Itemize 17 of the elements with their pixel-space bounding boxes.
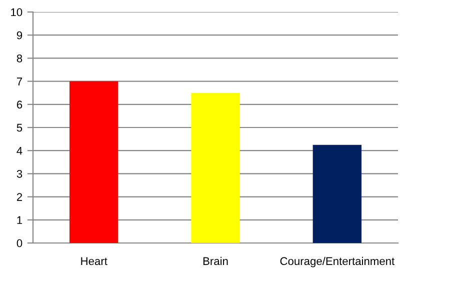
- y-tick-label: 6: [16, 100, 22, 109]
- y-tick-label: 2: [16, 193, 22, 201]
- x-tick-label: Courage/Entertainment: [280, 256, 395, 268]
- y-tick-label: 0: [16, 239, 22, 248]
- y-tick-label: 1: [17, 216, 22, 224]
- bar: [70, 81, 118, 243]
- y-tick-label: 5: [16, 124, 22, 132]
- y-tick-label: 9: [16, 31, 22, 40]
- x-tick-label: Brain: [203, 256, 228, 266]
- y-tick-label: 4: [16, 146, 22, 155]
- bar: [312, 144, 362, 243]
- y-tick-label: 7: [16, 78, 22, 86]
- bar: [191, 92, 240, 243]
- y-tick-label: 10: [11, 8, 22, 16]
- y-tick-label: 3: [16, 170, 22, 178]
- x-tick-label: Heart: [81, 257, 108, 266]
- y-tick-label: 8: [16, 54, 22, 62]
